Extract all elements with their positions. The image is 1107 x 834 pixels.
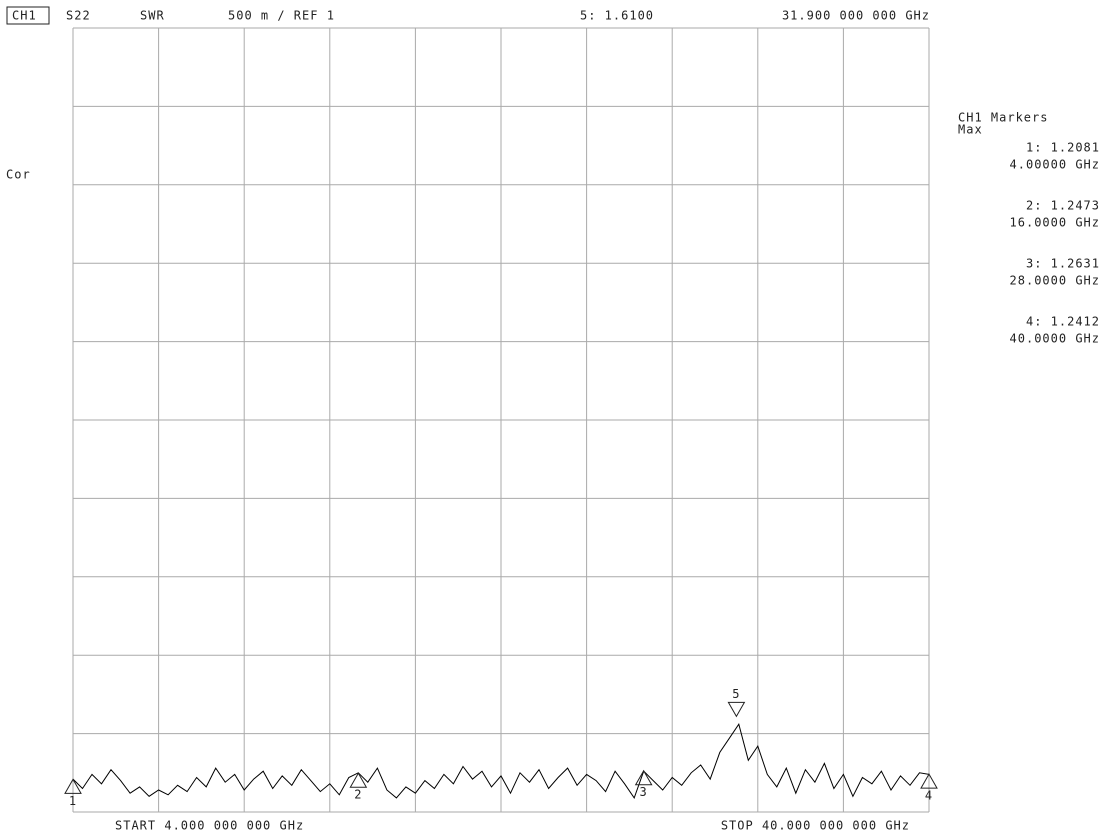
channel-box (6, 6, 50, 25)
marker-frequency: 4.00000 GHz (1010, 158, 1100, 172)
marker (634, 769, 653, 786)
marker-panel-mode: Max (958, 123, 983, 137)
marker-label: 3 (640, 785, 648, 799)
marker-reading: 2: 1.2473 (1026, 199, 1100, 213)
marker-reading: 4: 1.2412 (1026, 315, 1100, 329)
marker-label: 1 (69, 794, 77, 808)
marker-label: 2 (354, 788, 362, 802)
marker-label: 4 (925, 789, 933, 803)
active-marker: 5: 1.6100 (580, 9, 654, 23)
marker-frequency: 28.0000 GHz (1010, 274, 1100, 288)
marker-label: 5 (732, 687, 740, 701)
stop-frequency: STOP 40.000 000 000 GHz (721, 819, 910, 833)
marker-frequency: 16.0000 GHz (1010, 216, 1100, 230)
marker (920, 773, 938, 789)
marker-panel-title: CH1 Markers (958, 111, 1048, 125)
active-frequency: 31.900 000 000 GHz (782, 9, 930, 23)
trace (72, 723, 930, 799)
status: Cor (6, 168, 31, 182)
marker-reading: 1: 1.2081 (1026, 141, 1100, 155)
marker (349, 772, 368, 788)
marker-reading: 3: 1.2631 (1026, 257, 1100, 271)
parameter: S22 (66, 9, 91, 23)
format: SWR (140, 9, 165, 23)
marker (727, 701, 746, 718)
marker (64, 778, 82, 794)
marker-frequency: 40.0000 GHz (1010, 332, 1100, 346)
start-frequency: START 4.000 000 000 GHz (115, 819, 304, 833)
scale: 500 m / REF 1 (228, 9, 335, 23)
channel: CH1 (12, 9, 37, 23)
